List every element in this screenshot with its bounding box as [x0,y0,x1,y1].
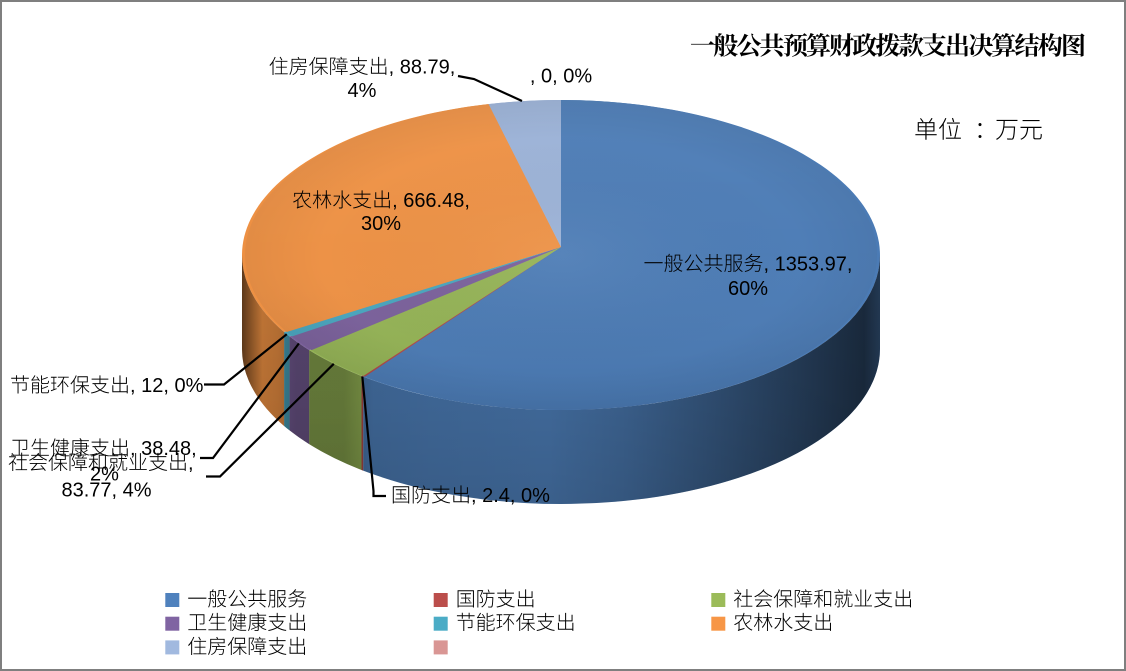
svg-text:卫生健康支出, 38.48,: 卫生健康支出, 38.48, [10,438,197,460]
svg-text:单位：万元: 单位 ：万元 [914,110,1043,145]
svg-text:2%: 2% [90,464,119,486]
svg-text:83.77, 4%: 83.77, 4% [61,480,151,502]
svg-text:农林水支出: 农林水支出 [733,607,833,636]
svg-text:60%: 60% [728,278,768,300]
svg-text:, 0, 0%: , 0, 0% [530,66,592,88]
svg-text:4%: 4% [348,80,377,102]
svg-text:农林水支出, 666.48,: 农林水支出, 666.48, [292,190,470,212]
svg-text:卫生健康支出: 卫生健康支出 [187,607,307,636]
svg-text:30%: 30% [361,213,401,235]
svg-text:住房保障支出: 住房保障支出 [187,630,307,659]
svg-text:国防支出, 2.4, 0%: 国防支出, 2.4, 0% [391,485,550,507]
svg-text:国防支出: 国防支出 [456,583,536,612]
svg-text:住房保障支出, 88.79,: 住房保障支出, 88.79, [269,57,456,79]
svg-text:节能环保支出, 12, 0%: 节能环保支出, 12, 0% [10,375,204,397]
svg-text:一般公共服务: 一般公共服务 [187,583,307,612]
svg-text:一般公共服务, 1353.97,: 一般公共服务, 1353.97, [644,254,853,276]
svg-text:社会保障和就业支出: 社会保障和就业支出 [733,583,913,612]
svg-text:社会保障和就业支出,: 社会保障和就业支出, [8,453,194,475]
svg-text:一般公共预算财政拨款支出决算结构图: 一般公共预算财政拨款支出决算结构图 [690,27,1086,63]
svg-text:节能环保支出: 节能环保支出 [456,607,576,636]
